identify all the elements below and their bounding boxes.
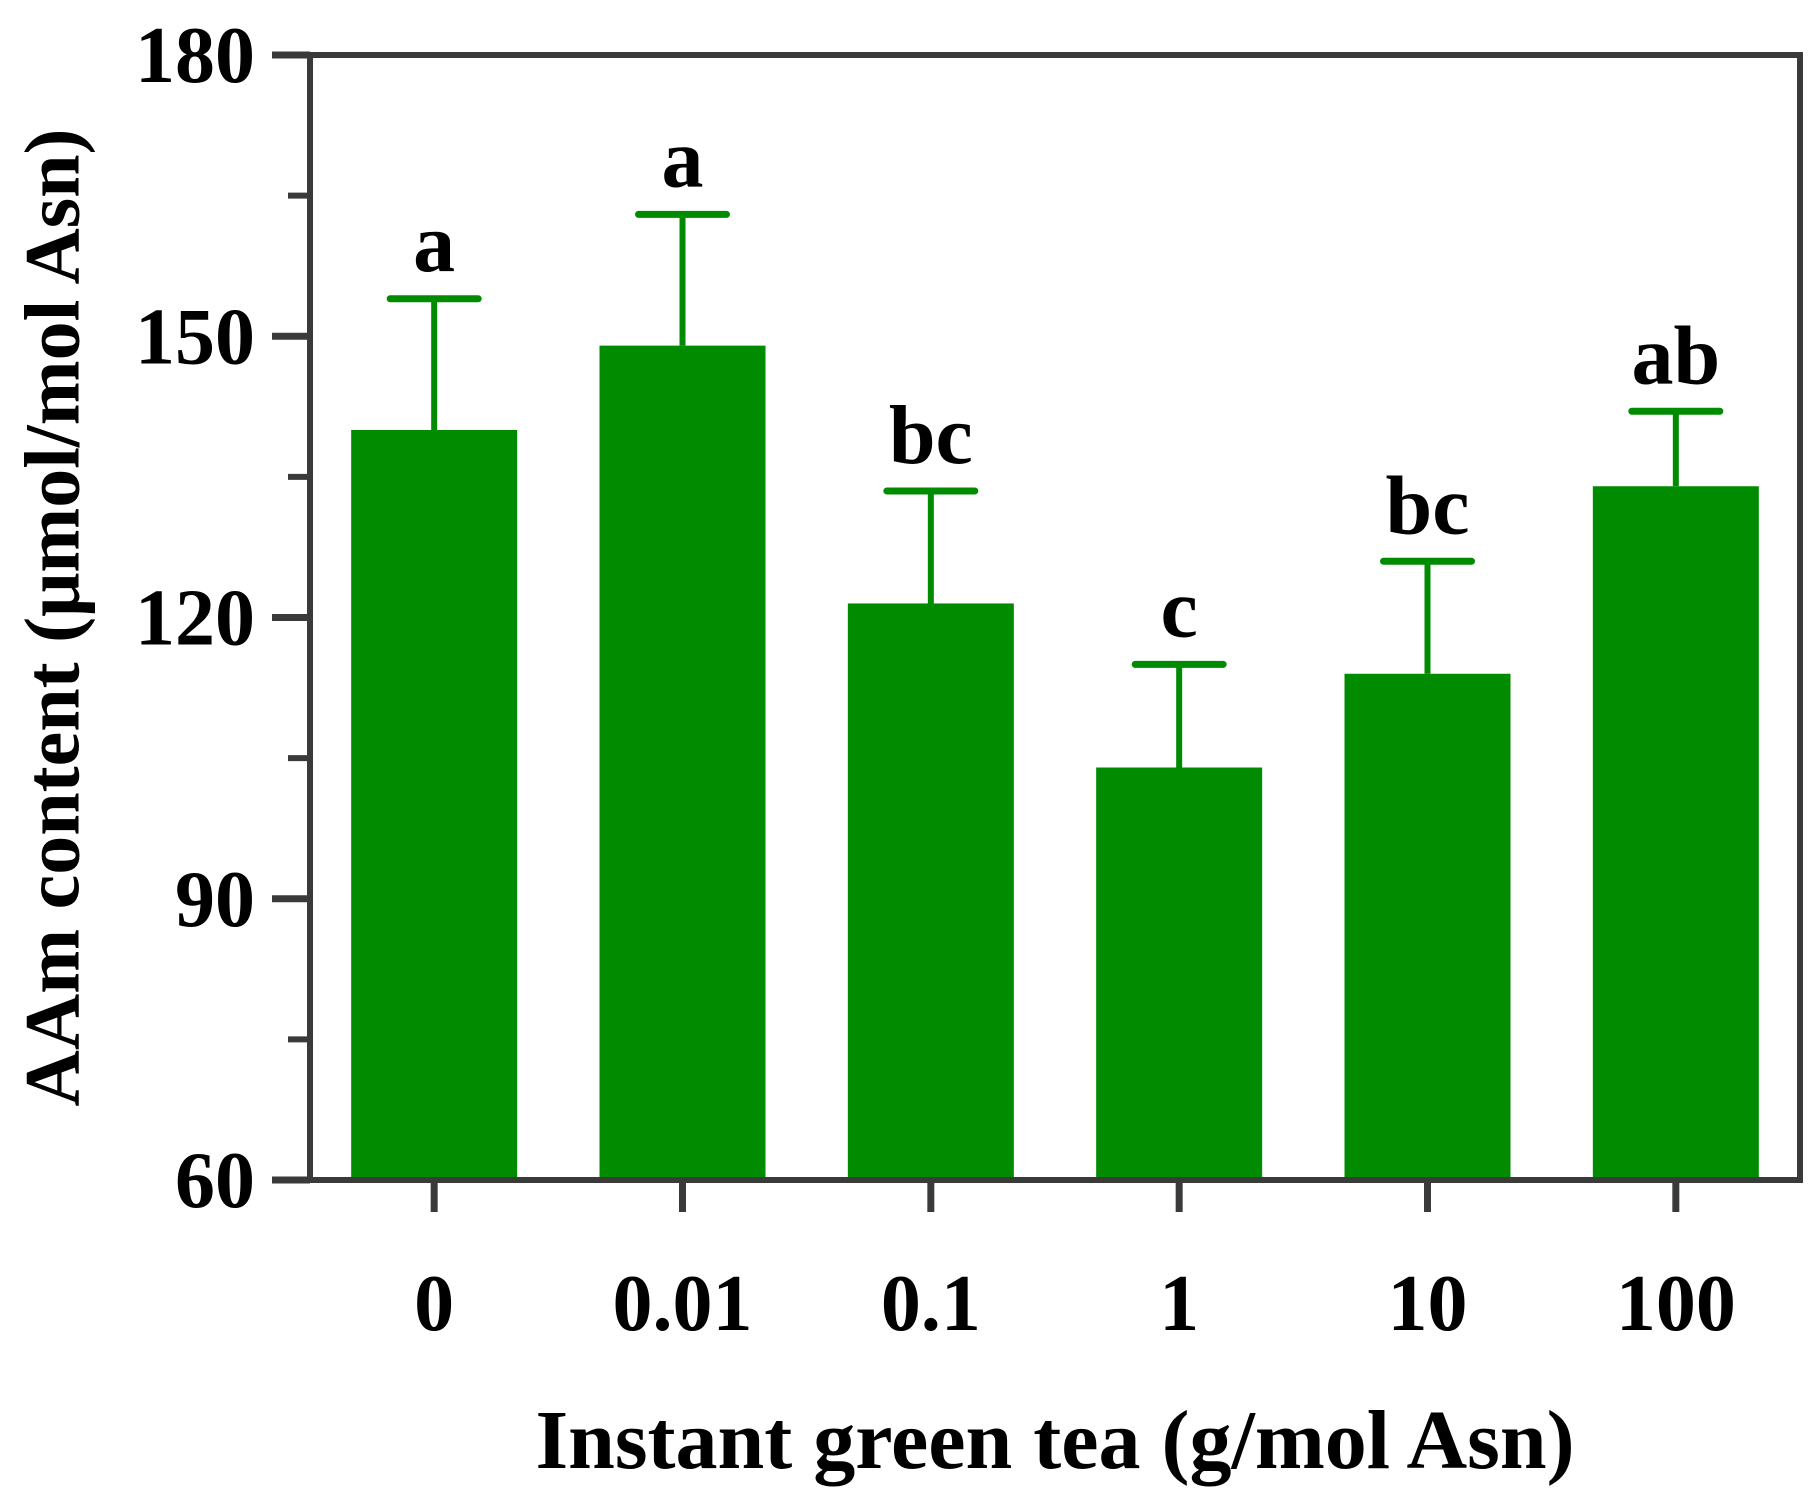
bars-layer bbox=[351, 345, 1759, 1180]
y-tick-label-0: 60 bbox=[175, 1137, 255, 1225]
y-axis-label: AAm content (μmol/mol Asn) bbox=[9, 129, 96, 1107]
significance-label-2: bc bbox=[889, 389, 973, 482]
bar-0 bbox=[351, 430, 518, 1180]
bar-2 bbox=[847, 603, 1014, 1180]
y-tick-label-3: 150 bbox=[135, 293, 255, 381]
y-ticks-layer: 60 90 120 150 180 bbox=[135, 12, 310, 1225]
x-ticks-layer: 0 0.01 0.1 1 10 100 bbox=[414, 1180, 1736, 1348]
y-tick-label-4: 180 bbox=[135, 12, 255, 100]
y-tick-label-1: 90 bbox=[175, 856, 255, 944]
x-tick-label-3: 1 bbox=[1159, 1260, 1199, 1348]
x-tick-label-4: 10 bbox=[1388, 1260, 1468, 1348]
significance-label-5: ab bbox=[1631, 309, 1720, 402]
significance-label-4: bc bbox=[1386, 459, 1470, 552]
bar-3 bbox=[1096, 767, 1263, 1180]
significance-label-3: c bbox=[1161, 562, 1198, 655]
axes-layer bbox=[307, 52, 1803, 1183]
y-tick-label-2: 120 bbox=[135, 575, 255, 663]
error-bars-layer bbox=[386, 210, 1724, 768]
x-tick-label-2: 0.1 bbox=[881, 1260, 981, 1348]
significance-labels-layer: a a bc c bc ab bbox=[413, 112, 1720, 655]
bar-4 bbox=[1344, 673, 1511, 1180]
x-tick-label-1: 0.01 bbox=[613, 1260, 753, 1348]
significance-label-0: a bbox=[413, 197, 455, 290]
x-axis-label: Instant green tea (g/mol Asn) bbox=[535, 1394, 1574, 1487]
x-tick-label-0: 0 bbox=[414, 1260, 454, 1348]
significance-label-1: a bbox=[662, 112, 704, 205]
bar-1 bbox=[599, 345, 766, 1180]
x-tick-label-5: 100 bbox=[1616, 1260, 1736, 1348]
plot-frame bbox=[307, 52, 1803, 1183]
bar-5 bbox=[1592, 486, 1759, 1180]
